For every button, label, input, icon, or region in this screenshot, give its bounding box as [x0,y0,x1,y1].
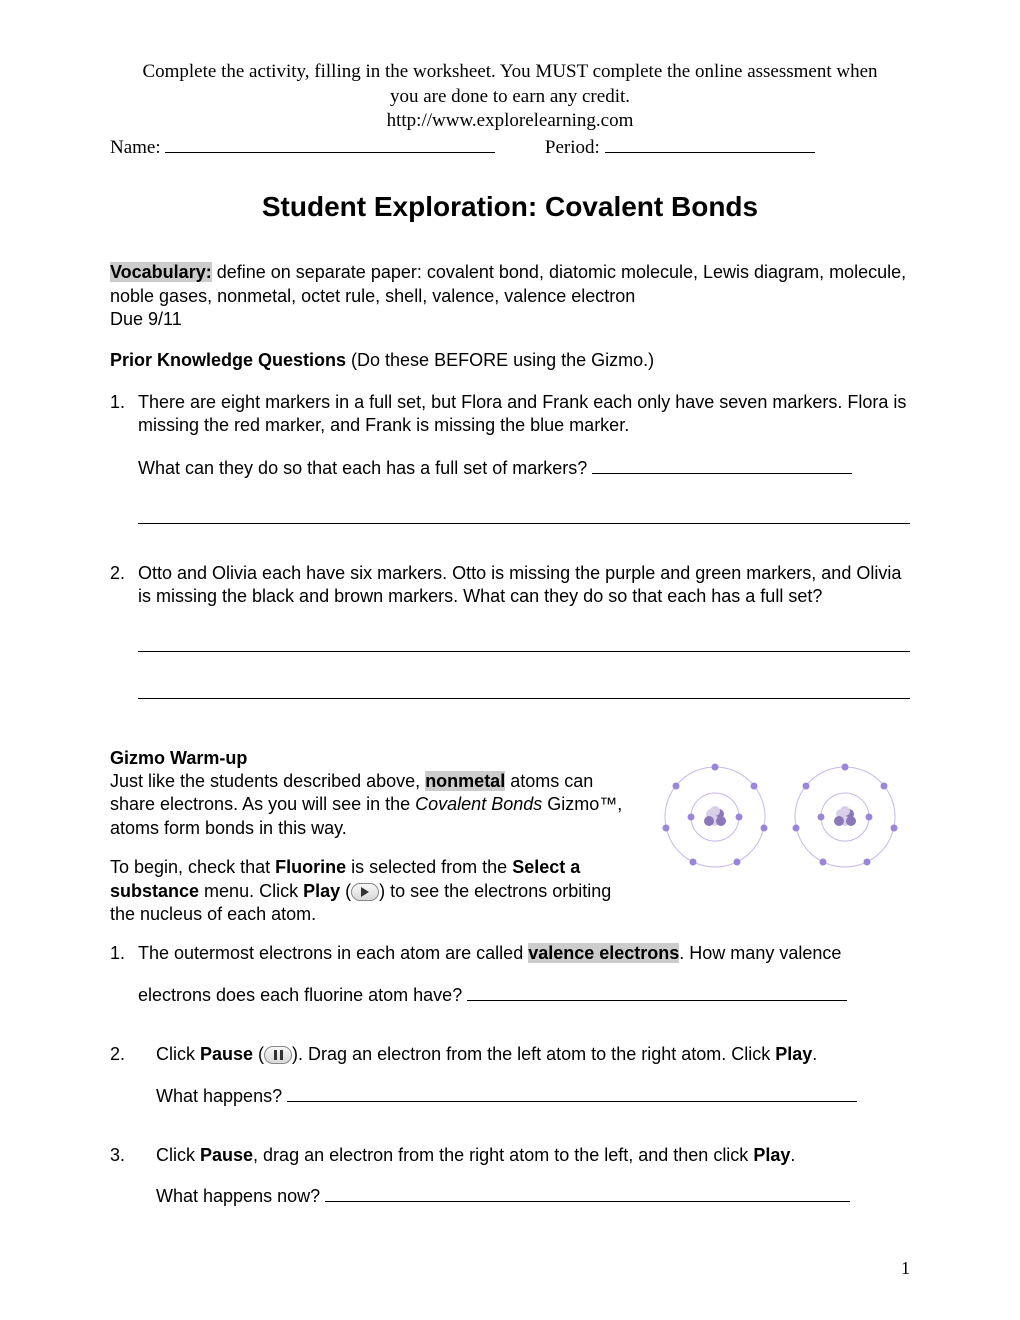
question-2: 2. Otto and Olivia each have six markers… [110,562,910,699]
wq3-c: . [790,1145,795,1165]
question-1: 1. There are eight markers in a full set… [110,391,910,524]
play-bold: Play [303,881,340,901]
wq2-prompt: What happens? [156,1086,287,1106]
warmup-q2: 2. Click Pause ( ). Drag an electron from… [110,1043,910,1108]
instructions: Complete the activity, filling in the wo… [110,60,910,134]
wq1-b: . How many valence [679,943,841,963]
wq2-num: 2. [110,1043,156,1108]
wq1-line2: electrons does each fluorine atom have? [138,985,467,1005]
wq3-prompt: What happens now? [156,1186,325,1206]
wq3-num: 3. [110,1144,156,1209]
warmup-q3: 3. Click Pause, drag an electron from th… [110,1144,910,1209]
warmup-italic: Covalent Bonds [415,794,542,814]
fluorine-bold: Fluorine [275,857,346,877]
q2-text: Otto and Olivia each have six markers. O… [138,563,901,606]
warmup-p2c: menu. Click [199,881,303,901]
vocab-block: Vocabulary: define on separate paper: co… [110,261,910,331]
q2-answer-line-1[interactable] [138,633,910,652]
wq3-a: Click [156,1145,200,1165]
wq1-num: 1. [110,942,138,1007]
warmup-p2d: ( [340,881,351,901]
q1-blank-inline[interactable] [592,459,852,474]
name-period-row: Name: Period: [110,136,910,161]
url: http://www.explorelearning.com [387,110,634,131]
q2-num: 2. [110,562,138,699]
wq2-b: ( [253,1044,264,1064]
q1-prompt: What can they do so that each has a full… [138,458,592,478]
warmup-block: Gizmo Warm-up Just like the students des… [110,747,910,927]
play-bold-2: Play [775,1044,812,1064]
wq1-blank[interactable] [467,986,847,1001]
atom-diagram [650,747,910,887]
wq3-blank[interactable] [325,1187,850,1202]
warmup-p1a: Just like the students described above, [110,771,425,791]
play-bold-3: Play [753,1145,790,1165]
prior-note: (Do these BEFORE using the Gizmo.) [346,350,654,370]
wq2-blank[interactable] [287,1087,857,1102]
wq1-a: The outermost electrons in each atom are… [138,943,528,963]
warmup-p2b: is selected from the [346,857,512,877]
warmup-p2a: To begin, check that [110,857,275,877]
period-label: Period: [545,137,600,158]
vocab-text: define on separate paper: covalent bond,… [110,262,906,305]
instr-line1: Complete the activity, filling in the wo… [142,61,877,82]
q1-answer-line[interactable] [138,505,910,524]
wq3-b: , drag an electron from the right atom t… [253,1145,753,1165]
q1-text: There are eight markers in a full set, b… [138,392,906,435]
instr-line2: you are done to earn any credit. [390,86,630,107]
prior-label: Prior Knowledge Questions [110,350,346,370]
nonmetal-hl: nonmetal [425,771,505,791]
name-blank[interactable] [165,152,495,153]
wq2-a: Click [156,1044,200,1064]
vocab-label: Vocabulary: [110,262,212,282]
vocab-due: Due 9/11 [110,309,182,329]
page-number: 1 [901,1257,910,1280]
q1-num: 1. [110,391,138,524]
pause-bold-2: Pause [200,1145,253,1165]
q2-answer-line-2[interactable] [138,680,910,699]
page-title: Student Exploration: Covalent Bonds [110,189,910,225]
wq2-d: . [812,1044,817,1064]
valence-electrons-hl: valence electrons [528,943,679,963]
play-icon [351,883,379,901]
warmup-q1: 1. The outermost electrons in each atom … [110,942,910,1007]
pause-icon [264,1046,292,1064]
prior-knowledge-header: Prior Knowledge Questions (Do these BEFO… [110,349,910,372]
name-label: Name: [110,137,161,158]
wq2-c: ). Drag an electron from the left atom t… [292,1044,775,1064]
pause-bold-1: Pause [200,1044,253,1064]
period-blank[interactable] [605,152,815,153]
